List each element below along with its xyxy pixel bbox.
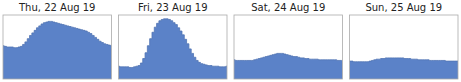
area <box>119 19 228 79</box>
plot-frame <box>350 15 459 79</box>
step-line <box>119 19 228 68</box>
plot-area <box>119 19 228 79</box>
panel <box>119 15 228 79</box>
step-line <box>3 21 112 47</box>
plot-frame <box>119 15 228 79</box>
area <box>350 58 459 79</box>
panel <box>350 15 459 79</box>
plot-frame <box>234 15 343 79</box>
panel <box>234 15 343 79</box>
step-line <box>350 58 459 62</box>
plot-area <box>350 58 459 79</box>
panel-title: Sat, 24 Aug 19 <box>251 2 325 13</box>
panel-title: Thu, 22 Aug 19 <box>18 2 95 13</box>
area <box>3 21 112 79</box>
plot-frame <box>3 15 112 79</box>
plot-area <box>3 21 112 79</box>
chart: Thu, 22 Aug 19 Fri, 23 Aug 19 Sat, 24 Aug … <box>0 0 461 82</box>
panel-title: Sun, 25 Aug 19 <box>365 2 442 13</box>
area <box>234 53 343 79</box>
panel <box>3 15 112 79</box>
step-line <box>234 53 343 60</box>
panel-title: Fri, 23 Aug 19 <box>138 2 208 13</box>
plot-area <box>234 53 343 79</box>
